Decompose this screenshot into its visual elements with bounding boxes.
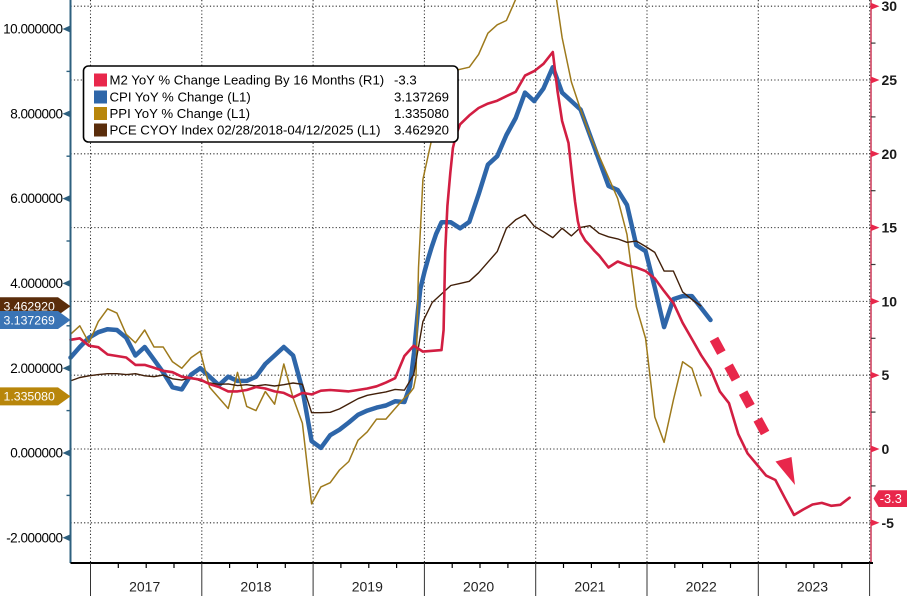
svg-text:-5: -5: [882, 515, 895, 531]
svg-text:2021: 2021: [574, 579, 605, 595]
svg-text:2023: 2023: [797, 579, 828, 595]
svg-text:0: 0: [882, 441, 890, 457]
svg-text:8.000000: 8.000000: [10, 106, 62, 121]
svg-text:1.335080: 1.335080: [394, 106, 449, 121]
svg-text:5: 5: [882, 367, 890, 383]
svg-text:4.000000: 4.000000: [10, 276, 62, 291]
svg-text:10.000000: 10.000000: [3, 22, 62, 37]
svg-text:-3.3: -3.3: [394, 73, 417, 88]
svg-text:2018: 2018: [240, 579, 271, 595]
svg-text:6.000000: 6.000000: [10, 191, 62, 206]
svg-text:1.335080: 1.335080: [4, 390, 55, 404]
svg-text:2020: 2020: [463, 579, 494, 595]
svg-text:2017: 2017: [129, 579, 160, 595]
svg-text:M2 YoY % Change Leading By 16: M2 YoY % Change Leading By 16 Months (R1…: [110, 73, 385, 88]
svg-text:2019: 2019: [352, 579, 383, 595]
svg-text:3.462920: 3.462920: [4, 300, 55, 314]
svg-text:30: 30: [882, 0, 898, 14]
svg-text:3.462920: 3.462920: [394, 123, 449, 138]
svg-text:3.137269: 3.137269: [394, 90, 449, 105]
svg-text:-2.000000: -2.000000: [6, 530, 62, 545]
svg-text:25: 25: [882, 72, 898, 88]
svg-text:PCE CYOY Index 02/28/2018-04/1: PCE CYOY Index 02/28/2018-04/12/2025 (L1…: [110, 123, 381, 138]
svg-text:CPI YoY % Change (L1): CPI YoY % Change (L1): [110, 90, 251, 105]
svg-text:15: 15: [882, 220, 898, 236]
svg-text:2.000000: 2.000000: [10, 361, 62, 376]
svg-text:10: 10: [882, 293, 898, 309]
svg-text:0.000000: 0.000000: [10, 446, 62, 461]
svg-text:3.137269: 3.137269: [4, 313, 55, 327]
svg-text:PPI YoY % Change (L1): PPI YoY % Change (L1): [110, 106, 251, 121]
svg-text:2022: 2022: [686, 579, 717, 595]
svg-text:20: 20: [882, 146, 898, 162]
svg-text:-3.3: -3.3: [880, 491, 902, 506]
